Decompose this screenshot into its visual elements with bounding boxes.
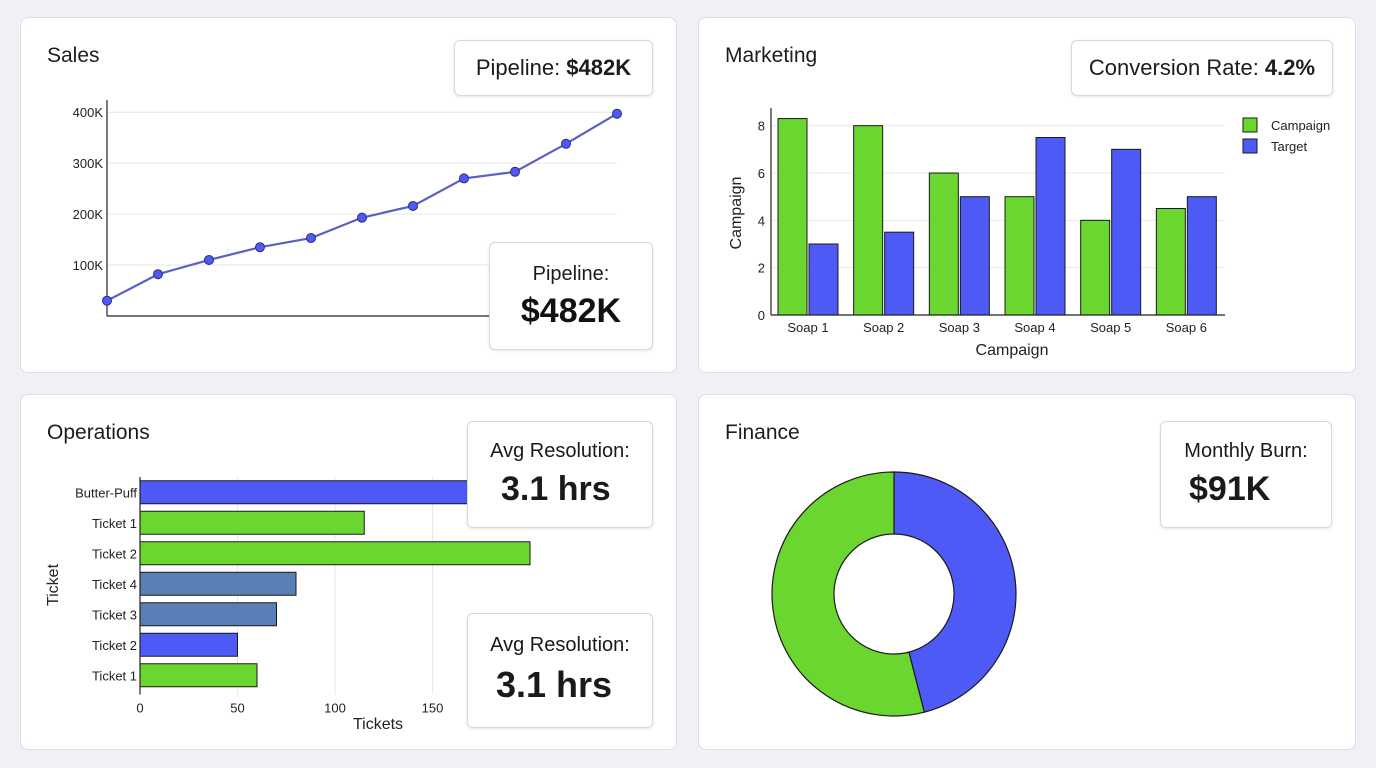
operations-hbar-chart: 0 50 100 150 Butter-Puff Ticket 1 Ticket 2 Tick…	[45, 477, 531, 733]
marketing-bar-campaign	[777, 118, 808, 316]
marketing-title: Marketing	[725, 44, 818, 67]
marketing-x-tick-label: Soap 2	[863, 320, 904, 335]
sales-pipeline-card-value: $482K	[520, 292, 622, 330]
operations-y-tick-label: Ticket 1	[92, 516, 137, 531]
operations-x-tick-label: 100	[324, 701, 346, 716]
marketing-x-tick-label: Soap 4	[1014, 320, 1055, 335]
sales-pipeline-summary-label: Pipeline:	[475, 55, 561, 80]
marketing-y-tick-label: 2	[758, 261, 765, 276]
avg-resolution-card-top: Avg Resolution: 3.1 hrs	[467, 421, 653, 528]
marketing-x-tick-label: Soap 6	[1166, 320, 1207, 335]
marketing-legend-swatch	[1242, 117, 1258, 133]
operations-x-tick-label: 150	[422, 701, 444, 716]
operations-bar	[139, 510, 365, 535]
marketing-y-tick-label: 0	[758, 308, 765, 323]
sales-data-point	[561, 138, 571, 149]
conversion-rate-label: Conversion Rate:	[1088, 55, 1259, 80]
marketing-x-tick-label: Soap 3	[939, 320, 980, 335]
marketing-x-tick-label: Soap 5	[1090, 320, 1131, 335]
sales-data-point	[459, 173, 469, 184]
marketing-y-tick-label: 4	[758, 213, 765, 228]
sales-data-point	[255, 242, 265, 253]
marketing-legend-swatch	[1242, 138, 1258, 154]
operations-y-tick-label: Butter-Puff	[75, 485, 137, 500]
marketing-panel: Marketing 0 2 4 6 8 Soap 1 Soap 2 Soap 3 Soap 4 S…	[698, 17, 1356, 373]
operations-x-tick-label: 50	[230, 701, 244, 716]
sales-data-point	[408, 200, 418, 211]
sales-data-point	[204, 254, 214, 265]
avg-resolution-bottom-label: Avg Resolution:	[490, 634, 630, 656]
finance-panel: Finance Monthly Burn: $91K	[698, 394, 1356, 750]
conversion-rate-card: Conversion Rate: 4.2%	[1071, 40, 1333, 96]
marketing-bar-chart: 0 2 4 6 8 Soap 1 Soap 2 Soap 3 Soap 4 Soap 5 Soap …	[728, 108, 1330, 359]
operations-bar	[139, 480, 488, 505]
finance-donut-slice	[771, 471, 926, 717]
marketing-bar-target	[808, 243, 839, 316]
avg-resolution-top-value: 3.1 hrs	[501, 470, 611, 508]
operations-title: Operations	[47, 421, 150, 444]
operations-y-tick-label: Ticket 4	[92, 577, 137, 592]
sales-data-point	[357, 212, 367, 223]
operations-bar	[139, 571, 297, 596]
sales-y-tick-label: 100K	[73, 258, 104, 273]
operations-y-tick-label: Ticket 2	[92, 546, 137, 561]
marketing-bar-target	[1111, 148, 1142, 316]
operations-y-axis-title: Ticket	[45, 563, 62, 606]
avg-resolution-top-label: Avg Resolution:	[490, 440, 630, 462]
marketing-bar-target	[884, 231, 915, 316]
operations-y-tick-label: Ticket 1	[92, 668, 137, 683]
sales-y-tick-label: 200K	[73, 207, 104, 222]
marketing-x-tick-label: Soap 1	[787, 320, 828, 335]
marketing-bar-target	[1186, 196, 1217, 316]
sales-y-tick-label: 400K	[73, 105, 104, 120]
conversion-rate-value: 4.2%	[1264, 55, 1316, 80]
marketing-bar-campaign	[1004, 196, 1035, 316]
marketing-bar-campaign	[1155, 208, 1186, 316]
sales-pipeline-summary-value: $482K	[566, 55, 632, 80]
marketing-y-tick-label: 6	[758, 166, 765, 181]
operations-bar	[139, 632, 238, 657]
monthly-burn-label: Monthly Burn:	[1184, 440, 1308, 462]
marketing-legend-label: Campaign	[1271, 118, 1330, 133]
marketing-bar-campaign	[853, 125, 884, 316]
avg-resolution-bottom-value: 3.1 hrs	[496, 664, 613, 705]
operations-bar	[139, 602, 277, 627]
avg-resolution-card-bottom: Avg Resolution: 3.1 hrs	[467, 613, 653, 728]
marketing-bar-target	[959, 196, 990, 316]
sales-pipeline-card: Pipeline: $482K	[489, 242, 653, 350]
operations-y-tick-label: Ticket 2	[92, 638, 137, 653]
sales-pipeline-card-label: Pipeline:	[532, 263, 610, 285]
operations-bar	[139, 663, 258, 688]
operations-x-tick-label: 0	[136, 701, 143, 716]
marketing-bar-target	[1035, 137, 1066, 316]
sales-data-point	[153, 269, 163, 280]
operations-panel: Operations 0 50 100 150 Butter-Puff Ticket 1 T…	[20, 394, 677, 750]
finance-donut-chart	[771, 471, 1017, 717]
monthly-burn-value: $91K	[1189, 470, 1271, 508]
sales-pipeline-summary: Pipeline: $482K	[454, 40, 653, 96]
marketing-bar-campaign	[1080, 219, 1111, 316]
sales-panel: Sales 100K 200K 300K 400K Pipeline: $482K P…	[20, 17, 677, 373]
marketing-bar-campaign	[928, 172, 959, 316]
operations-y-tick-label: Ticket 3	[92, 607, 137, 622]
marketing-x-axis-title: Campaign	[976, 342, 1049, 359]
sales-line-chart: 100K 200K 300K 400K	[73, 100, 622, 317]
marketing-y-axis-title: Campaign	[728, 177, 745, 250]
sales-data-point	[102, 295, 112, 306]
marketing-y-tick-label: 8	[758, 119, 765, 134]
finance-title: Finance	[725, 421, 800, 444]
marketing-legend-label: Target	[1271, 139, 1308, 154]
sales-data-point	[612, 108, 622, 119]
operations-x-axis-title: Tickets	[353, 716, 403, 733]
finance-donut-slice	[893, 471, 1017, 713]
sales-data-point	[306, 233, 316, 244]
monthly-burn-card: Monthly Burn: $91K	[1160, 421, 1332, 528]
sales-data-point	[510, 166, 520, 177]
operations-bar	[139, 541, 531, 566]
sales-title: Sales	[47, 44, 100, 67]
sales-y-tick-label: 300K	[73, 156, 104, 171]
